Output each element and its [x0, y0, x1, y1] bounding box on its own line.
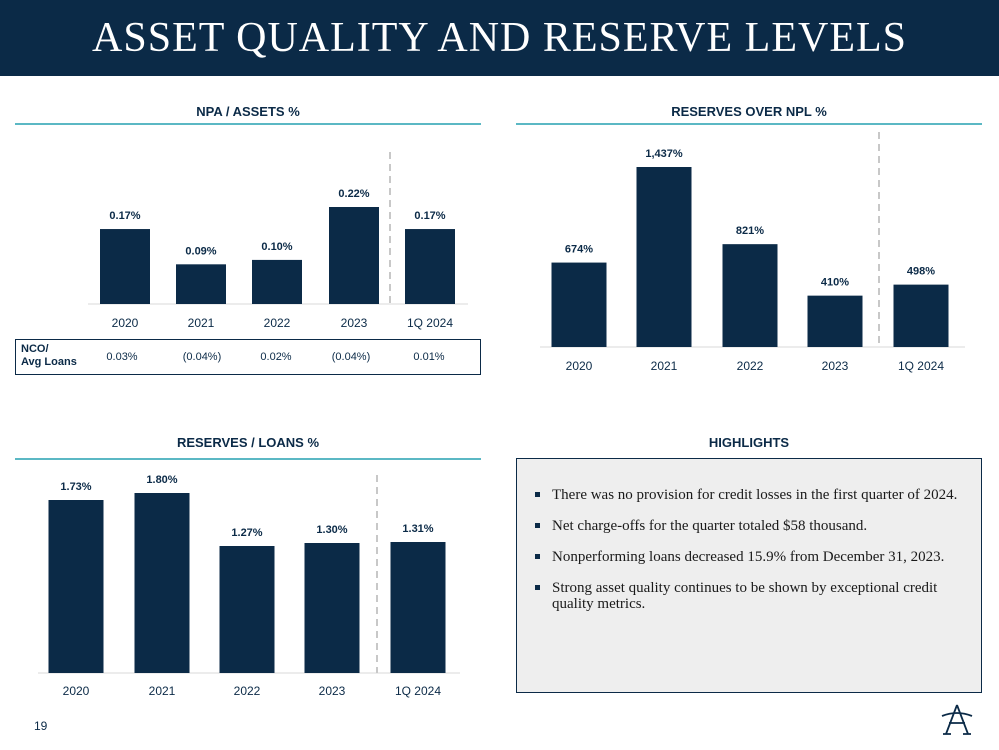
- nco-label-line1: NCO/: [21, 343, 49, 355]
- x-tick-label: 2021: [149, 684, 176, 698]
- bar-2022: [722, 244, 778, 347]
- data-label: 498%: [907, 266, 935, 278]
- highlight-item: Nonperforming loans decreased 15.9% from…: [535, 549, 975, 565]
- data-label: 1.31%: [402, 523, 433, 535]
- reserves-npl-title: RESERVES OVER NPL %: [671, 104, 827, 119]
- highlights-list: There was no provision for credit losses…: [535, 487, 975, 627]
- bar-2021: [134, 493, 190, 673]
- bullet-square-icon: [535, 554, 540, 559]
- data-label: 1,437%: [645, 148, 683, 160]
- nco-value-2022: 0.02%: [260, 351, 292, 363]
- highlight-item: Strong asset quality continues to be sho…: [535, 580, 975, 612]
- bullet-square-icon: [535, 492, 540, 497]
- x-tick-label: 2020: [63, 684, 90, 698]
- nco-value-1q2024: 0.01%: [413, 351, 445, 363]
- highlight-item: Net charge-offs for the quarter totaled …: [535, 518, 975, 534]
- data-label: 1.73%: [60, 481, 91, 493]
- highlight-item: There was no provision for credit losses…: [535, 487, 975, 503]
- nco-value-2023: (0.04%): [331, 351, 371, 363]
- highlights-box: [516, 458, 982, 693]
- data-label: 0.22%: [338, 188, 369, 200]
- x-tick-label: 2023: [341, 316, 368, 330]
- x-tick-label: 1Q 2024: [407, 316, 453, 330]
- x-tick-label: 2022: [737, 359, 764, 373]
- data-label: 0.09%: [185, 245, 216, 257]
- npa-assets-title: NPA / ASSETS %: [196, 104, 300, 119]
- bar-2023: [807, 295, 863, 347]
- bar-2021: [636, 167, 692, 347]
- page-number: 19: [34, 719, 48, 733]
- nco-value-2020: 0.03%: [106, 351, 138, 363]
- company-logo-icon: [941, 704, 973, 735]
- data-label: 674%: [565, 244, 593, 256]
- bar-2022: [219, 546, 275, 673]
- nco-value-2021: (0.04%): [182, 351, 222, 363]
- page-title: ASSET QUALITY AND RESERVE LEVELS: [92, 15, 907, 61]
- title-bar: ASSET QUALITY AND RESERVE LEVELS: [0, 0, 999, 76]
- data-label: 0.17%: [109, 210, 140, 222]
- data-label: 0.10%: [261, 241, 292, 253]
- x-tick-label: 1Q 2024: [898, 359, 944, 373]
- bar-1Q 2024: [405, 229, 455, 304]
- reserves-loans-title: RESERVES / LOANS %: [176, 435, 320, 450]
- x-tick-label: 2022: [234, 684, 261, 698]
- x-tick-label: 2022: [264, 316, 291, 330]
- data-label: 1.30%: [316, 524, 347, 536]
- x-tick-label: 2020: [566, 359, 593, 373]
- data-label: 1.27%: [231, 527, 262, 539]
- x-tick-label: 2023: [822, 359, 849, 373]
- x-tick-label: 2023: [319, 684, 346, 698]
- data-label: 821%: [736, 225, 764, 237]
- bar-1Q 2024: [893, 284, 949, 347]
- data-label: 0.17%: [414, 210, 445, 222]
- reserves-loans-rule: [15, 458, 481, 460]
- nco-table: [15, 339, 481, 375]
- bar-2023: [304, 543, 360, 673]
- bar-2022: [252, 259, 302, 304]
- bullet-square-icon: [535, 523, 540, 528]
- x-tick-label: 2021: [188, 316, 215, 330]
- bar-2020: [48, 500, 104, 673]
- bar-2021: [176, 264, 226, 304]
- nco-label: NCO/ Avg Loans: [21, 343, 77, 369]
- highlights-title: HIGHLIGHTS: [708, 435, 790, 450]
- bullet-square-icon: [535, 585, 540, 590]
- npa-assets-rule: [15, 123, 481, 125]
- nco-label-line2: Avg Loans: [21, 356, 77, 368]
- x-tick-label: 2021: [651, 359, 678, 373]
- data-label: 1.80%: [146, 474, 177, 486]
- x-tick-label: 1Q 2024: [395, 684, 441, 698]
- data-label: 410%: [821, 277, 849, 289]
- x-tick-label: 2020: [112, 316, 139, 330]
- bar-2020: [100, 229, 150, 304]
- reserves-npl-rule: [516, 123, 982, 125]
- bar-2023: [329, 207, 379, 304]
- bar-2020: [551, 262, 607, 347]
- bar-1Q 2024: [390, 542, 446, 673]
